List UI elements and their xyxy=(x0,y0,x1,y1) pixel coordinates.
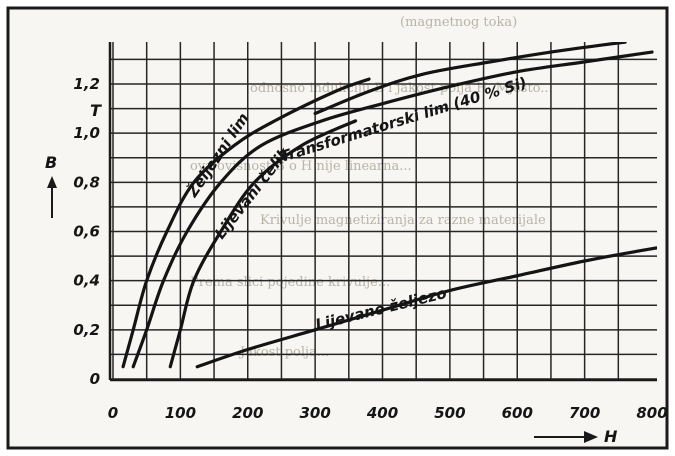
x-axis-label: H xyxy=(604,427,618,446)
y-axis-arrowhead xyxy=(47,176,57,188)
y-tick-label: 1,2 xyxy=(73,75,100,93)
y-tick-label: 0,8 xyxy=(73,173,100,191)
y-tick-label: 0,4 xyxy=(73,272,100,290)
x-tick-label: 600 xyxy=(502,404,533,422)
background-text: Krivulje magnetiziranja za razne materij… xyxy=(260,213,546,228)
y-tick-label: 0,2 xyxy=(73,321,100,339)
background-text: ova ovisnost B o H nije linearna... xyxy=(190,159,412,174)
x-tick-label: 700 xyxy=(569,404,600,422)
x-tick-label: 400 xyxy=(366,404,398,422)
figure-frame xyxy=(6,6,669,450)
y-tick-label: 0,6 xyxy=(73,223,100,241)
series-line-2 xyxy=(131,50,654,369)
y-tick-label: 0 xyxy=(90,370,100,388)
x-tick-label: 0 xyxy=(108,404,118,422)
x-tick-label: 500 xyxy=(434,404,465,422)
background-text: Jakost polja... xyxy=(238,345,329,360)
x-tick-label: 800 xyxy=(636,404,667,422)
series-layer xyxy=(121,42,657,369)
x-tick-label: 300 xyxy=(299,404,330,422)
y-tick-label: 1,0 xyxy=(73,124,100,142)
series-line-4 xyxy=(195,246,657,369)
y-axis-unit: T xyxy=(90,101,102,120)
grid-layer xyxy=(108,42,657,382)
axis-layer: 0 100 200 300 400 500 600 700 800 0 0,2 0,4 0,6 0,8 1,… xyxy=(45,75,668,446)
x-tick-label: 100 xyxy=(165,404,196,422)
y-axis-label: B xyxy=(45,153,57,172)
series-line-0 xyxy=(121,77,371,369)
background-text: (magnetnog toka) xyxy=(400,15,517,30)
series-line-3 xyxy=(168,119,358,369)
background-text: Prema slici pojedine krivulje... xyxy=(190,275,390,290)
x-axis-arrowhead xyxy=(584,431,598,443)
series-line-1 xyxy=(313,42,627,116)
x-tick-label: 200 xyxy=(232,404,263,422)
